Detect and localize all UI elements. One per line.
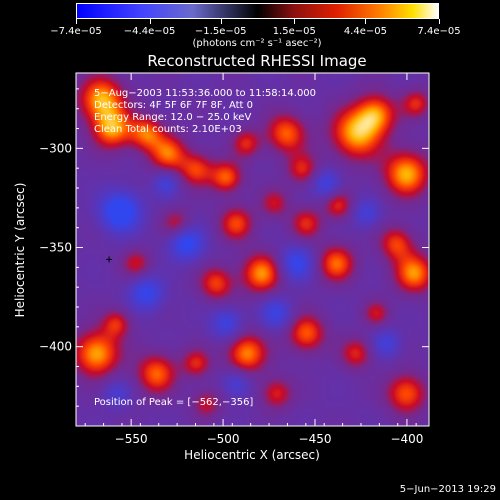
chart-title: Reconstructed RHESSI Image — [147, 52, 367, 70]
y-tick-label: −300 — [39, 141, 72, 155]
annotation-time: 5−Aug−2003 11:53:36.000 to 11:58:14.000 — [94, 88, 317, 99]
colorbar-tick — [439, 19, 440, 24]
colorbar-tick-label: −1.5e−05 — [194, 26, 247, 37]
y-axis-label: Heliocentric Y (arcsec) — [13, 182, 27, 318]
y-tick-label: −350 — [39, 241, 72, 255]
plot-frame — [75, 72, 430, 427]
colorbar-tick-label: −7.4e−05 — [50, 26, 102, 37]
annotation-detectors: Detectors: 4F 5F 6F 7F 8F, Att 0 — [94, 100, 254, 111]
x-tick-label: −450 — [299, 432, 332, 446]
heatmap-image — [76, 73, 429, 426]
y-tick-label: −400 — [39, 340, 72, 354]
x-tick-label: −400 — [390, 432, 423, 446]
colorbar — [76, 3, 439, 19]
peak-position-label: Position of Peak = [−562,−356] — [94, 397, 254, 408]
colorbar-tick — [365, 19, 367, 24]
annotation-energy: Energy Range: 12.0 − 25.0 keV — [94, 112, 252, 123]
colorbar-tick-label: 1.5e−05 — [272, 26, 316, 37]
colorbar-tick-label: 4.4e−05 — [343, 26, 387, 37]
colorbar-tick-label: −4.4e−05 — [123, 26, 176, 37]
colorbar-tick — [149, 19, 151, 24]
colorbar-units: (photons cm⁻² s⁻¹ asec⁻²) — [192, 38, 322, 49]
annotation-counts: Clean Total counts: 2.10E+03 — [94, 124, 242, 135]
colorbar-tick — [76, 19, 77, 24]
x-tick-label: −500 — [207, 432, 240, 446]
x-tick-label: −550 — [115, 432, 148, 446]
timestamp: 5−Jun−2013 19:29 — [399, 484, 496, 495]
colorbar-tick — [220, 19, 222, 24]
x-axis-label: Heliocentric X (arcsec) — [184, 448, 320, 462]
colorbar-tick — [294, 19, 296, 24]
plot-area: 5−Aug−2003 11:53:36.000 to 11:58:14.000 … — [76, 73, 429, 426]
colorbar-tick-label: 7.4e−05 — [417, 26, 461, 37]
